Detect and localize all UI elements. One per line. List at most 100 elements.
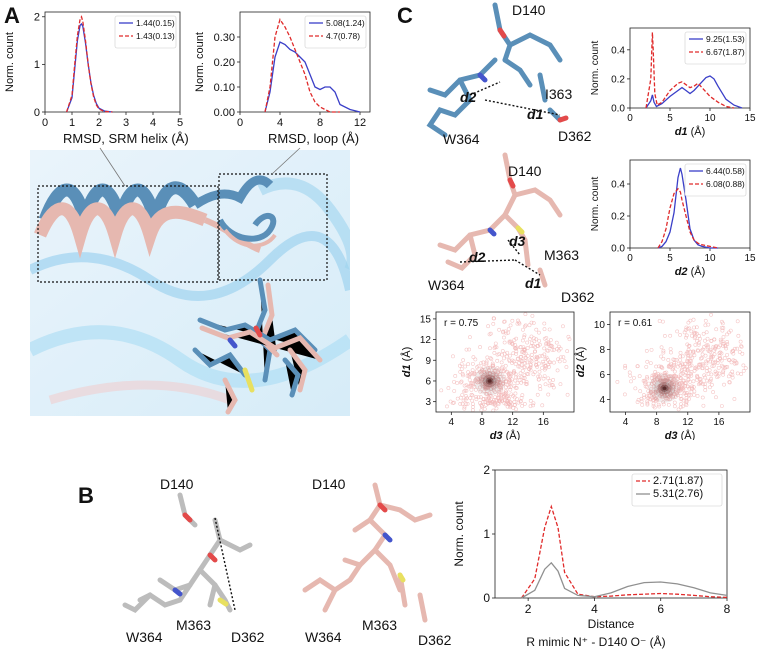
- scatter-point: [518, 399, 523, 404]
- scatter-point: [706, 372, 711, 376]
- scatter-point: [678, 354, 683, 359]
- y-tick-label: 4: [599, 395, 605, 406]
- x-tick-label: 10: [704, 253, 716, 264]
- scatter-point: [531, 372, 536, 377]
- scatter-point: [649, 387, 653, 392]
- scatter-point: [714, 395, 718, 400]
- scatter-point: [484, 385, 489, 390]
- scatter-point: [548, 360, 553, 365]
- scatter-point: [557, 344, 561, 349]
- scatter-point: [692, 368, 697, 373]
- scatter-point: [667, 387, 672, 392]
- scatter-point: [622, 392, 627, 397]
- scatter-point: [522, 333, 527, 338]
- scatter-point: [725, 339, 729, 344]
- scatter-point: [725, 352, 730, 357]
- y-tick-label: 6: [425, 376, 431, 387]
- scatter-point: [491, 321, 496, 326]
- scatter-point: [696, 342, 701, 347]
- scatter-point: [489, 357, 494, 362]
- protein-structure-render: [30, 150, 350, 416]
- scatter-point: [497, 392, 502, 397]
- scatter-point: [513, 378, 518, 383]
- scatter-point: [683, 328, 688, 332]
- scatter-point: [464, 347, 469, 352]
- x-axis-label: d1 (Å): [675, 125, 706, 138]
- scatter-point: [712, 337, 717, 342]
- x-tick-label: 0: [237, 117, 243, 129]
- legend-label: 2.71(1.87): [653, 475, 703, 487]
- scatter-point: [693, 366, 697, 371]
- scatter-point: [657, 319, 662, 323]
- scatter-point: [452, 389, 457, 393]
- scatter-point: [699, 348, 704, 353]
- scatter-point: [506, 400, 511, 405]
- scatter-point: [645, 374, 649, 379]
- rmsd-loop-label: RMSD, loop (Å): [268, 131, 360, 146]
- scatter-point: [661, 402, 666, 407]
- scatter-points: [615, 312, 748, 412]
- scatter-point: [663, 396, 668, 401]
- scatter-point: [615, 379, 620, 384]
- scatter-point: [679, 367, 684, 372]
- scatter-point: [521, 379, 526, 384]
- scatter-point: [628, 373, 633, 378]
- y-axis-label: Norm. count: [590, 41, 601, 96]
- x-tick-label: 8: [317, 117, 323, 129]
- scatter-point: [479, 367, 484, 372]
- scatter-point: [505, 350, 510, 355]
- scatter-point: [644, 348, 649, 353]
- scatter-point: [529, 359, 534, 364]
- scatter-point: [476, 364, 481, 369]
- scatter-point: [484, 359, 489, 364]
- scatter-point: [698, 381, 702, 386]
- scatter-point: [460, 372, 465, 376]
- scatter-point: [522, 335, 527, 340]
- scatter-point: [451, 354, 455, 359]
- scatter-point: [512, 384, 517, 388]
- scatter-point: [492, 351, 497, 355]
- scatter-point: [715, 371, 719, 375]
- scatter-point: [732, 361, 737, 366]
- scatter-point: [678, 393, 683, 398]
- scatter-point: [713, 346, 718, 351]
- scatter-point: [703, 353, 708, 358]
- scatter-point: [651, 394, 656, 399]
- scatter-point: [498, 374, 502, 379]
- complex-i363-render: [426, 2, 569, 138]
- y-tick-label: 0.0: [611, 104, 625, 115]
- scatter-point: [726, 357, 731, 362]
- scatter-point: [543, 357, 548, 361]
- scatter-point: [555, 368, 560, 373]
- scatter-point: [503, 363, 508, 368]
- x-axis-label: d3 (Å): [490, 429, 521, 440]
- scatter-point: [679, 402, 683, 407]
- scatter-point: [559, 355, 563, 360]
- scatter-point: [489, 399, 494, 404]
- scatter-point: [672, 382, 676, 387]
- scatter-point: [669, 350, 673, 355]
- loop-blue: [217, 213, 277, 242]
- scatter-point: [623, 365, 628, 370]
- scatter-point: [466, 370, 471, 375]
- scatter-point: [453, 374, 458, 378]
- scatter-point: [518, 371, 523, 376]
- scatter-point: [509, 377, 514, 382]
- label-d362-b-left: D362: [231, 629, 265, 645]
- scatter-point: [652, 405, 657, 410]
- scatter-point: [659, 354, 664, 359]
- scatter-point: [505, 383, 510, 387]
- scatter-point: [547, 327, 552, 332]
- scatter-point: [516, 356, 520, 361]
- scatter-point: [694, 325, 699, 330]
- scatter-point: [700, 395, 705, 400]
- correlation-annotation: r = 0.61: [618, 318, 653, 329]
- scatter-point: [493, 389, 497, 394]
- scatter-point: [627, 370, 632, 375]
- scatter-point: [546, 376, 551, 381]
- scatter-point: [537, 377, 541, 382]
- scatter-point: [474, 377, 478, 382]
- scatter-point: [536, 361, 541, 366]
- loop-box: [218, 173, 328, 281]
- complex-m363-render: [437, 152, 563, 288]
